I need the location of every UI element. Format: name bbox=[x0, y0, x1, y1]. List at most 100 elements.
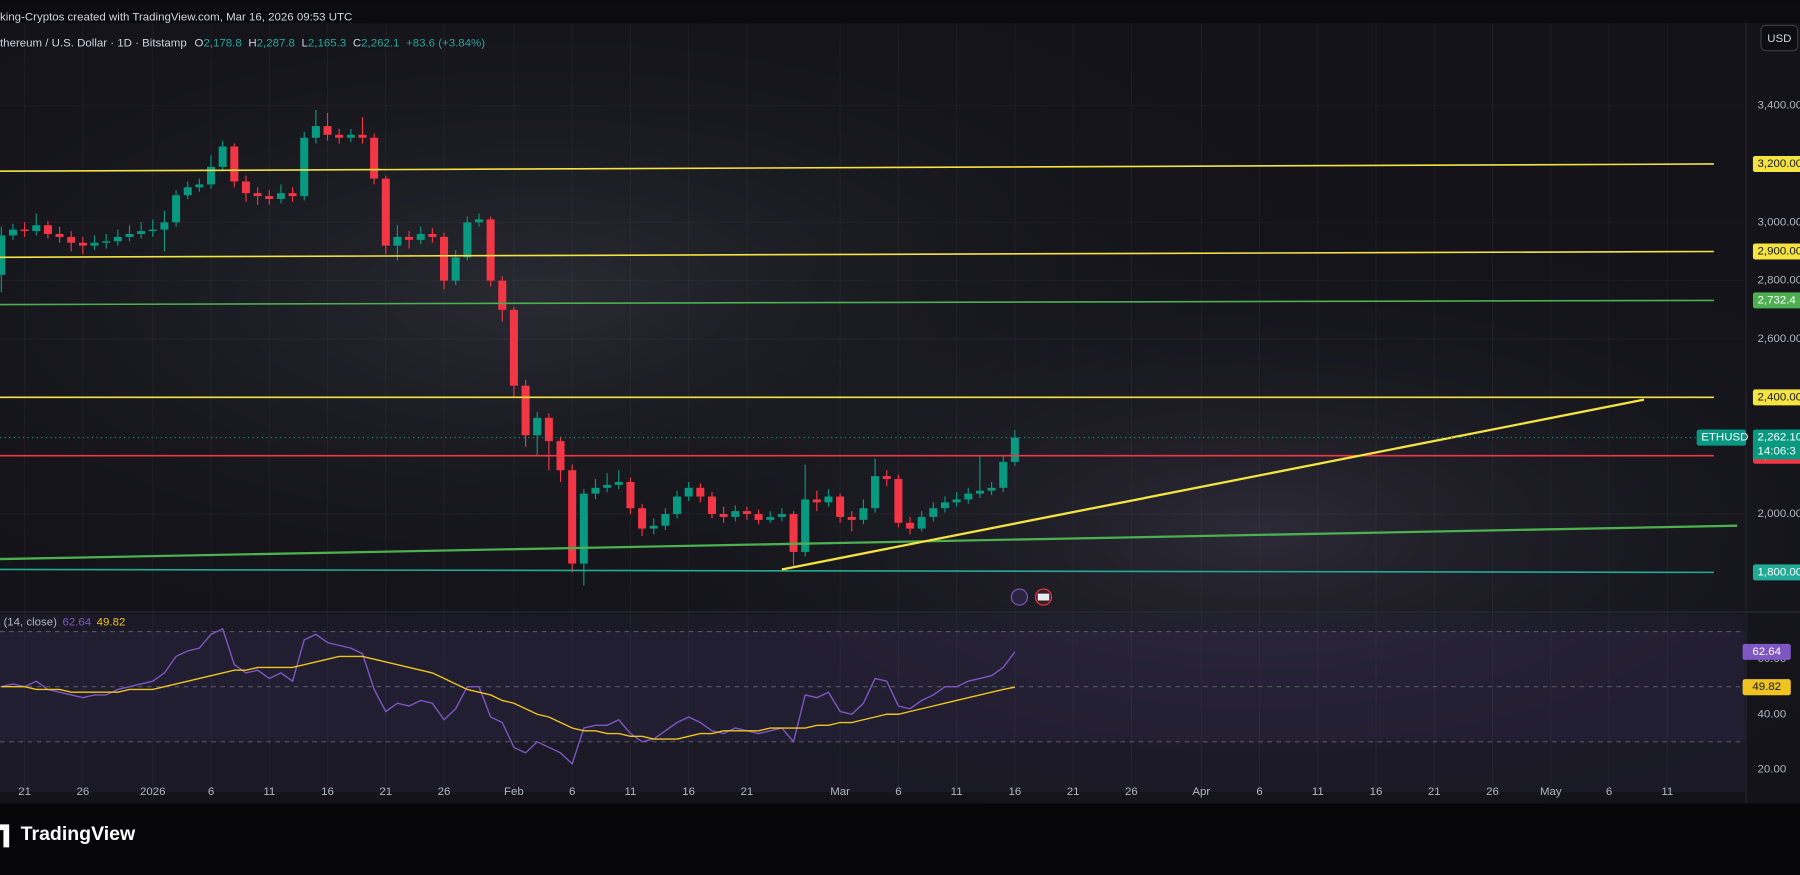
candle-body bbox=[8, 229, 17, 236]
candle-body bbox=[929, 508, 938, 517]
currency-button[interactable] bbox=[1760, 24, 1799, 52]
ohlc-label: H bbox=[248, 38, 256, 50]
x-tick-label: 11 bbox=[263, 786, 275, 798]
candle-body bbox=[393, 236, 402, 246]
x-tick-label: 26 bbox=[438, 786, 451, 798]
drawing-line bbox=[0, 250, 1714, 259]
event-icons[interactable] bbox=[1010, 588, 1053, 606]
candle-body bbox=[311, 126, 320, 138]
x-tick-label: 26 bbox=[1486, 786, 1499, 798]
rsi-badge bbox=[1742, 679, 1791, 696]
symbol-legend: thereum / U.S. Dollar · 1D · Bitstamp O2… bbox=[0, 38, 485, 50]
ohlc-label: L bbox=[302, 38, 308, 50]
x-tick-label: 6 bbox=[895, 786, 901, 798]
flag bbox=[1037, 593, 1050, 601]
candle-body bbox=[32, 225, 41, 232]
candle-body bbox=[148, 229, 157, 232]
level-label: 1,800.00 bbox=[1758, 566, 1800, 578]
candle-body bbox=[859, 508, 868, 520]
footer bbox=[0, 803, 1800, 875]
candle-body bbox=[987, 487, 996, 491]
symbol-tag-label: ETHUSD bbox=[1701, 432, 1748, 444]
x-tick-label: 11 bbox=[1312, 786, 1324, 798]
x-tick-label: 16 bbox=[1370, 786, 1383, 798]
currency[interactable]: USD bbox=[1767, 33, 1791, 45]
rsi-line bbox=[1, 655, 1016, 740]
candle-body bbox=[241, 181, 250, 194]
candle-body bbox=[894, 479, 903, 523]
rsi-tick-label: 40.00 bbox=[1758, 708, 1787, 720]
x-tick-label: 6 bbox=[569, 786, 575, 798]
texture bbox=[0, 23, 1800, 804]
ohlc-value: 2,165.3 bbox=[308, 38, 346, 50]
symbol-tag bbox=[1696, 429, 1747, 446]
rsi-pane bbox=[0, 614, 1745, 793]
candle-body bbox=[568, 470, 577, 564]
ohlc-value: 2,287.8 bbox=[257, 38, 295, 50]
level-label: 2,900.00 bbox=[1758, 246, 1800, 258]
indicator-legend: (14, close) 62.64 49.82 bbox=[3, 616, 125, 628]
indicator-title: (14, close) bbox=[3, 616, 57, 628]
x-tick-label: 2026 bbox=[140, 786, 166, 798]
x-tick-label: 16 bbox=[682, 786, 695, 798]
candle-body bbox=[882, 476, 891, 480]
x-tick-label: 6 bbox=[1256, 786, 1262, 798]
y-tick-label: 3,000.00 bbox=[1758, 216, 1800, 228]
rsi-badge-label: 62.64 bbox=[1752, 646, 1781, 658]
candle-body bbox=[544, 417, 553, 442]
candle-body bbox=[20, 229, 29, 232]
rsi-line bbox=[1, 627, 1016, 766]
rsi-tick-label: 20.00 bbox=[1758, 763, 1787, 775]
candle-body bbox=[90, 242, 99, 246]
x-tick-label: 21 bbox=[18, 786, 31, 798]
candle-body bbox=[276, 193, 285, 199]
candle-body bbox=[195, 184, 204, 188]
candle-body bbox=[836, 496, 845, 517]
y-tick-label: 2,600.00 bbox=[1758, 333, 1800, 345]
level-badge bbox=[1752, 292, 1800, 309]
candle-body bbox=[579, 493, 588, 564]
x-tick-label: 21 bbox=[741, 786, 754, 798]
drawing-line bbox=[0, 568, 1714, 574]
candle-body bbox=[253, 193, 262, 197]
x-tick-label: 11 bbox=[951, 786, 963, 798]
brand: TradingView bbox=[21, 823, 136, 845]
candle-body bbox=[381, 178, 390, 246]
event-icon[interactable] bbox=[1010, 588, 1028, 606]
candle-body bbox=[43, 225, 52, 234]
candle-body bbox=[207, 166, 216, 185]
candle-body bbox=[661, 514, 670, 526]
candle-body bbox=[801, 499, 810, 552]
candle-body bbox=[952, 499, 961, 503]
ohlc-value: 2,178.8 bbox=[203, 38, 241, 50]
candle-body bbox=[964, 493, 973, 500]
candle-body bbox=[812, 499, 821, 503]
candle-body bbox=[78, 242, 87, 246]
candle-body bbox=[498, 280, 507, 310]
candle-body bbox=[323, 126, 332, 135]
candle-body bbox=[684, 487, 693, 497]
candle-body bbox=[102, 241, 111, 243]
candle-body bbox=[521, 385, 530, 436]
x-tick-label: 21 bbox=[1067, 786, 1080, 798]
rsi-badge-label: 49.82 bbox=[1752, 681, 1781, 693]
candle-body bbox=[696, 487, 705, 497]
level-badge bbox=[1752, 564, 1800, 581]
candle-body bbox=[591, 487, 600, 494]
candle-body bbox=[719, 514, 728, 517]
ohlc-label: C bbox=[353, 38, 361, 50]
candle-body bbox=[358, 134, 367, 138]
candle-body bbox=[137, 231, 146, 234]
candle-body bbox=[288, 193, 297, 197]
indicator-value: 62.64 bbox=[62, 616, 91, 628]
price-label: 2,262.10 bbox=[1758, 432, 1800, 444]
candle-body bbox=[999, 461, 1008, 488]
x-tick-label: Mar bbox=[830, 786, 850, 798]
candle-body bbox=[55, 233, 64, 237]
level-label: 2,732.4 bbox=[1758, 294, 1797, 306]
candle-body bbox=[335, 134, 344, 138]
level-label: 2,400.00 bbox=[1758, 391, 1800, 403]
y-tick-label: 2,800.00 bbox=[1758, 275, 1800, 287]
ohlc-label: O bbox=[195, 38, 204, 50]
